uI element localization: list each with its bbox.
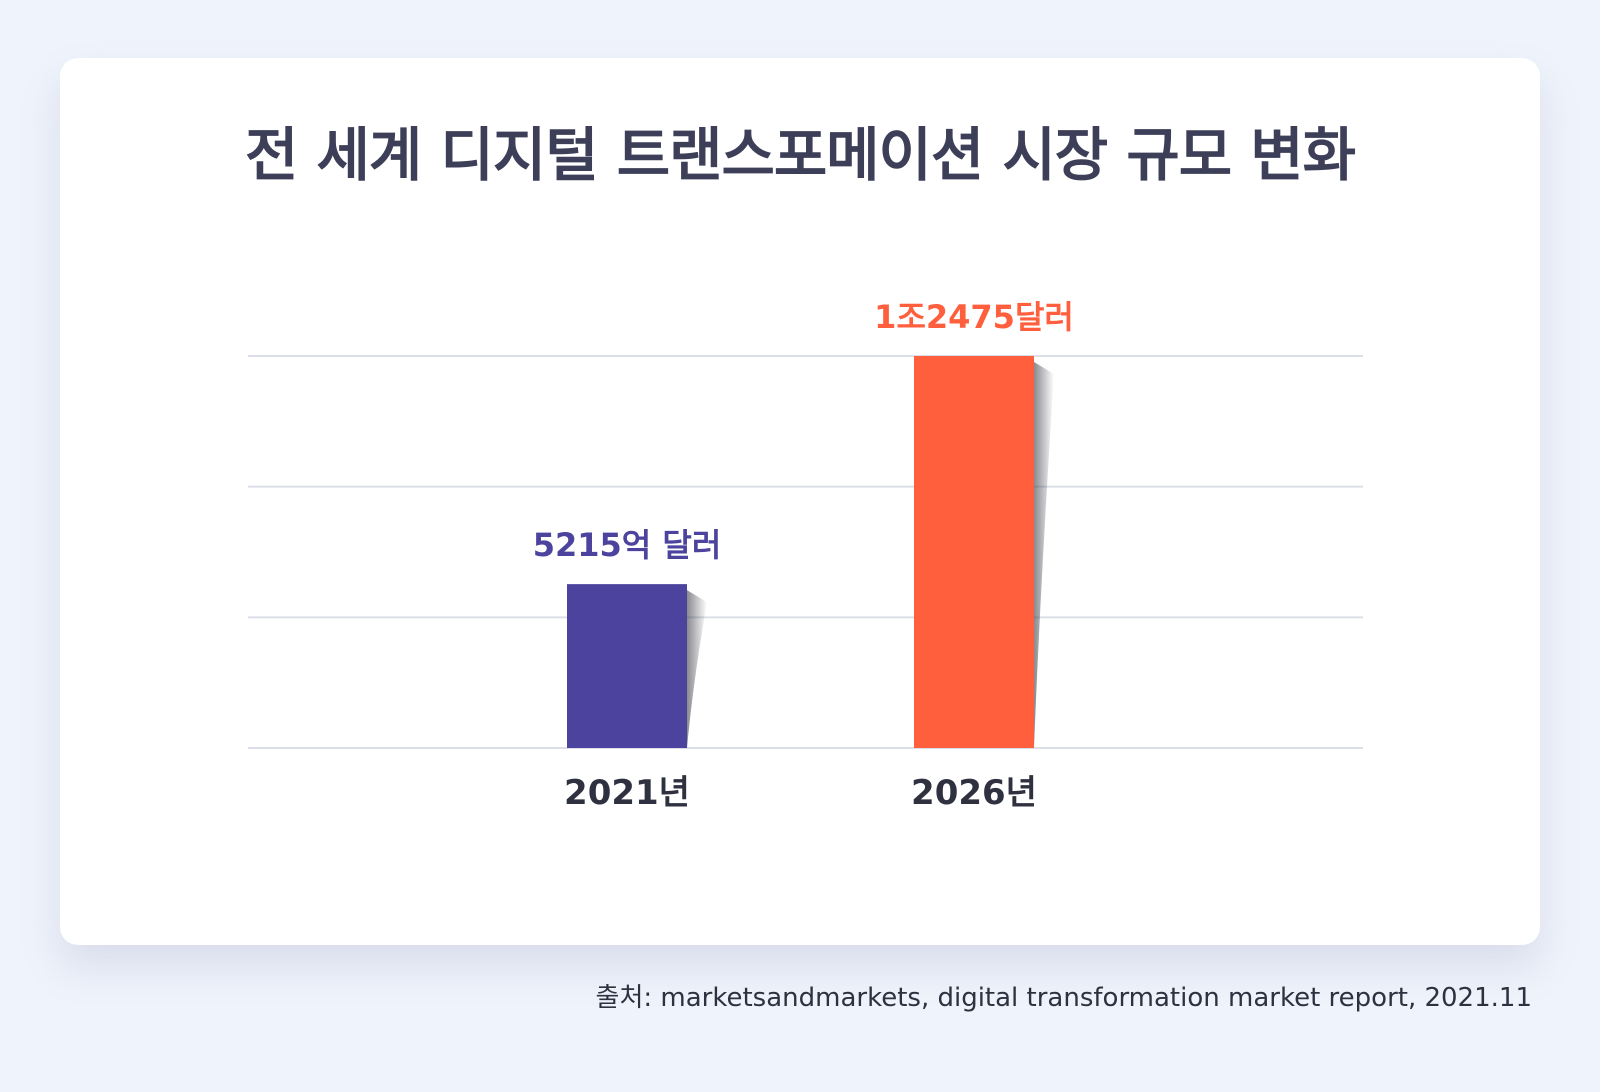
x-tick-label: 2026년: [911, 773, 1037, 813]
gridlines: [248, 355, 1363, 749]
chart-card: [60, 58, 1540, 945]
source-note: 출처: marketsandmarkets, digital transform…: [595, 983, 1532, 1013]
x-tick-label: 2021년: [564, 773, 690, 813]
data-label: 1조2475달러: [874, 298, 1074, 336]
bars: [567, 356, 1034, 748]
data-labels: 5215억 달러 1조2475달러: [533, 298, 1074, 564]
bar-shadow: [687, 590, 707, 748]
bar-shadow: [1034, 362, 1054, 748]
chart-title: 전 세계 디지털 트랜스포메이션 시장 규모 변화: [245, 121, 1356, 189]
data-label: 5215억 달러: [533, 526, 722, 564]
bar-shadows: [687, 362, 1054, 748]
x-tick-labels: 2021년 2026년: [564, 773, 1037, 813]
bar-2021년: [567, 584, 687, 748]
bar-2026년: [914, 356, 1034, 748]
